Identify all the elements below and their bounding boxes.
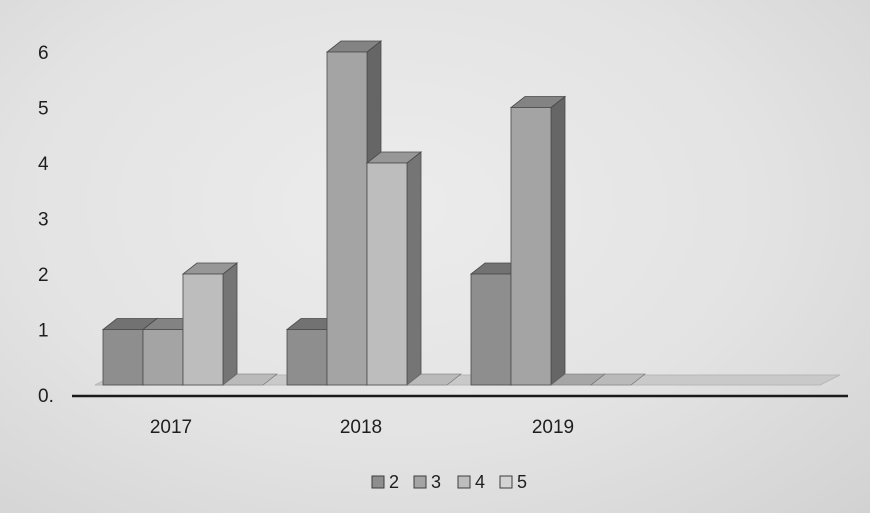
legend-swatch [413, 475, 427, 489]
y-tick-label: 2 [38, 265, 49, 286]
legend-swatch [499, 475, 513, 489]
legend-item-3: 3 [413, 472, 441, 492]
x-category-label: 2019 [532, 417, 574, 438]
y-tick-label: 6 [38, 43, 49, 64]
bar-front [470, 273, 512, 386]
bar-2017-series-5 [222, 373, 278, 386]
bar-flat [590, 373, 646, 386]
bar-front [510, 107, 552, 386]
y-axis-tick-labels: 0. 1 2 3 4 5 6 [38, 43, 54, 407]
bar-front [182, 273, 224, 386]
bar-2018-series-4 [365, 151, 423, 386]
bar-side [222, 262, 238, 386]
chart-legend: 2 3 4 5 [371, 472, 527, 492]
legend-label: 3 [431, 472, 441, 492]
bar-2017-series-4 [181, 262, 239, 386]
legend-label: 4 [475, 472, 485, 492]
x-axis-category-labels: 2017 2018 2019 [150, 417, 574, 438]
legend-swatch [457, 475, 471, 489]
legend-item-4: 4 [457, 472, 485, 492]
bar-front [102, 329, 144, 386]
bar-flat [406, 373, 462, 386]
y-tick-label: 3 [38, 210, 49, 231]
bar-flat [222, 373, 278, 386]
y-tick-label: 4 [38, 154, 49, 175]
legend-swatch [371, 475, 385, 489]
bar-front [286, 329, 328, 386]
x-category-label: 2018 [340, 417, 382, 438]
bar-side [550, 95, 566, 386]
legend-item-5: 5 [499, 472, 527, 492]
bar-front [142, 329, 184, 386]
bar-2019-series-5 [590, 373, 646, 386]
legend-item-2: 2 [371, 472, 399, 492]
legend-label: 2 [389, 472, 399, 492]
bar-2019-series-3 [509, 95, 567, 386]
chart-bars [101, 40, 646, 386]
y-tick-label: 5 [38, 99, 49, 120]
x-category-label: 2017 [150, 417, 192, 438]
y-tick-label: 0. [38, 386, 54, 407]
bar-side [406, 151, 422, 386]
legend-label: 5 [517, 472, 527, 492]
bar-front [366, 162, 408, 386]
bar-2018-series-5 [406, 373, 462, 386]
bar-front [326, 51, 368, 386]
y-tick-label: 1 [38, 321, 49, 342]
